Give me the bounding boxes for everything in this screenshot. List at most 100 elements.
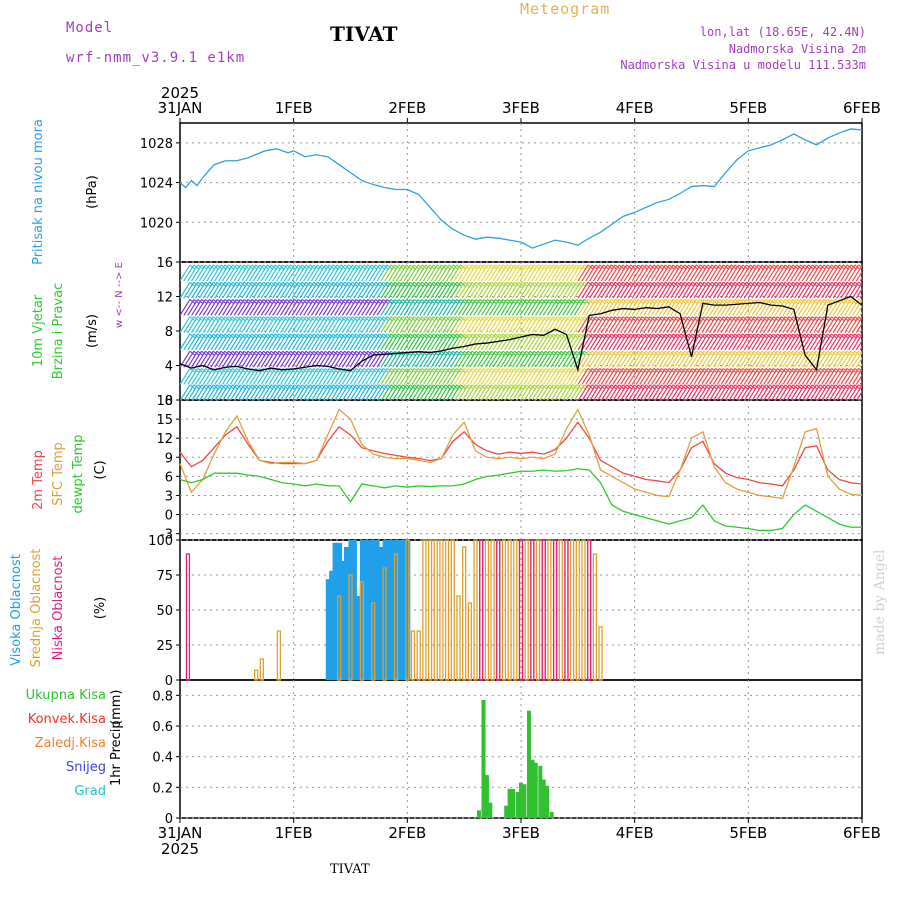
wind-barb [183, 368, 195, 385]
bottom-date-label: 2FEB [388, 824, 426, 842]
wind-barb [751, 281, 763, 299]
wind-barb [570, 384, 581, 400]
wind-barb [759, 299, 771, 316]
wind-barb [206, 333, 218, 351]
wind-barb [585, 281, 597, 299]
wind-barb [488, 350, 500, 368]
wind-barb [422, 299, 434, 316]
wind-barb-flag [866, 317, 871, 321]
wind-barb [407, 264, 419, 282]
wind-barb [697, 350, 709, 368]
wind-barb [399, 368, 411, 385]
wind-barb [678, 333, 690, 351]
wind-barb [786, 264, 798, 282]
wind-barb [562, 384, 574, 400]
wind-barb [334, 316, 346, 334]
wind-barb [357, 264, 369, 282]
wind-barb [604, 264, 616, 282]
wind-barb [488, 368, 500, 385]
wind-barb [415, 333, 427, 351]
mid-cloud-bar [450, 539, 455, 681]
wind-barb [859, 311, 862, 316]
wind-barb [755, 350, 767, 368]
wind-barb [670, 350, 682, 368]
wind-barb [747, 281, 759, 299]
wind-barb [740, 384, 751, 400]
precip-total-bar [526, 710, 531, 818]
wind-barb [492, 316, 504, 334]
wind-barb [191, 368, 203, 385]
wind-barb [480, 281, 492, 299]
wind-barb [299, 316, 311, 334]
wind-barb [635, 281, 647, 299]
wind-barb [415, 384, 427, 400]
wind-barb [229, 281, 241, 299]
wind-barb [465, 281, 477, 299]
wind-barb [512, 384, 523, 400]
wind-barb [782, 368, 794, 385]
wind-barb [249, 384, 261, 400]
wind-barb [751, 350, 763, 368]
wind-barb [693, 333, 705, 351]
wind-barb [303, 384, 315, 400]
wind-barb [353, 350, 365, 368]
top-date-label: 31JAN [158, 99, 203, 117]
wind-barb [395, 281, 407, 299]
wind-barbs [180, 264, 871, 400]
wind-barb [399, 333, 411, 351]
wind-barb [349, 299, 361, 316]
wind-barb [840, 281, 852, 299]
wind-barb [832, 333, 844, 351]
wind-barb [832, 384, 844, 400]
wind-barb [272, 299, 284, 316]
wind-barb [705, 384, 717, 400]
wind-barb [384, 299, 396, 316]
wind-barb [411, 350, 423, 368]
wind-barb [546, 368, 558, 385]
wind-barb [794, 384, 805, 400]
wind-barb [384, 316, 396, 334]
wind-barb [670, 281, 682, 299]
wind-barb [276, 264, 288, 282]
wind-barb [573, 316, 585, 334]
wind-barb [523, 316, 535, 334]
wind-barb [782, 281, 794, 299]
wind-barb [403, 281, 415, 299]
wind-barb [264, 299, 276, 316]
wind-barb [670, 368, 682, 385]
wind-barb [484, 368, 496, 385]
wind-barb [438, 384, 450, 400]
wind-barb [353, 316, 365, 334]
wind-barb [674, 368, 686, 385]
wind-barb [438, 264, 450, 282]
wind-barb [314, 299, 326, 316]
wind-barb [515, 299, 527, 316]
wind-barb [612, 350, 624, 368]
wind-barb [345, 368, 357, 385]
temperature-ytick-label: 0 [165, 509, 173, 524]
temperature-ytick-label: 9 [165, 451, 173, 466]
temperature-ytick-label: 6 [165, 470, 173, 485]
wind-barb [790, 281, 802, 299]
wind-barb [307, 368, 319, 385]
wind-barb [492, 350, 504, 368]
wind-barb [357, 299, 369, 316]
wind-barb [562, 299, 574, 316]
wind-barb [318, 384, 330, 400]
wind-barb [712, 316, 724, 334]
wind-barb [183, 333, 195, 351]
wind-barb [477, 333, 489, 351]
wind-barb [469, 384, 481, 400]
wind-barb [801, 299, 813, 316]
wind-barb [202, 384, 214, 400]
wind-barb [403, 299, 415, 316]
wind-barb [655, 384, 666, 400]
wind-barb [840, 316, 852, 334]
wind-barb [651, 384, 662, 400]
wind-barb [562, 264, 574, 282]
wind-barb [678, 264, 690, 282]
wind-barb [751, 316, 763, 334]
wind-barb [527, 299, 539, 316]
wind-barb [453, 316, 465, 334]
wind-barb [334, 333, 346, 351]
